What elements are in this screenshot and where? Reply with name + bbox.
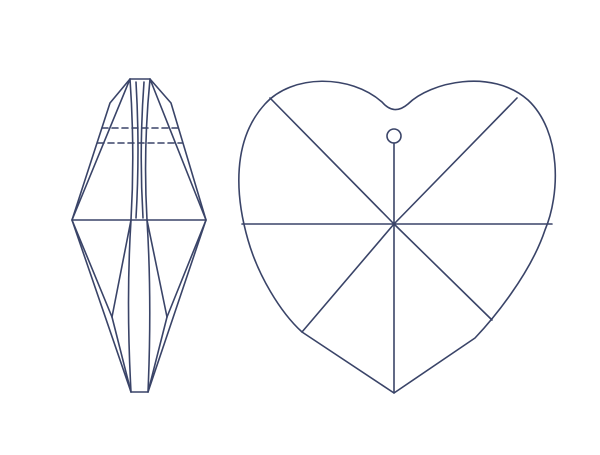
hanging-hole <box>386 128 402 144</box>
side-upper-facet-left <box>71 78 131 221</box>
side-lower-inner-left <box>127 219 132 393</box>
heart-facet-lower-left <box>301 223 395 333</box>
side-profile-view <box>71 78 207 393</box>
side-upper-inner-center-left <box>135 81 139 219</box>
side-lower-facet-right <box>147 219 207 393</box>
heart-outline <box>238 80 557 394</box>
side-upper-inner-left <box>129 78 134 221</box>
side-lower-facet-left <box>71 219 132 393</box>
side-profile-outline <box>71 78 207 393</box>
heart-facet-upper-right <box>393 97 518 225</box>
side-upper-inner-center-right <box>140 81 145 219</box>
side-lower-cross-right <box>146 219 168 318</box>
heart-facet-lower-right <box>393 223 493 321</box>
side-upper-facet-right <box>149 78 207 221</box>
side-upper-inner-right <box>144 78 151 221</box>
side-lower-inner-right <box>146 219 151 393</box>
side-lower-cross-left <box>111 219 132 318</box>
heart-facet-upper-left <box>269 97 395 225</box>
front-heart-view <box>238 80 557 394</box>
